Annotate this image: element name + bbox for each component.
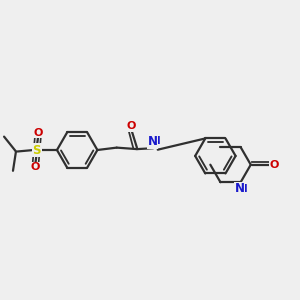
Text: N: N [148,135,158,148]
Text: O: O [269,160,279,170]
Text: O: O [31,162,40,172]
Text: H: H [239,184,248,194]
Text: O: O [127,121,136,131]
Text: H: H [152,136,161,146]
Text: N: N [235,182,244,195]
Text: S: S [32,143,41,157]
Text: O: O [34,128,43,138]
